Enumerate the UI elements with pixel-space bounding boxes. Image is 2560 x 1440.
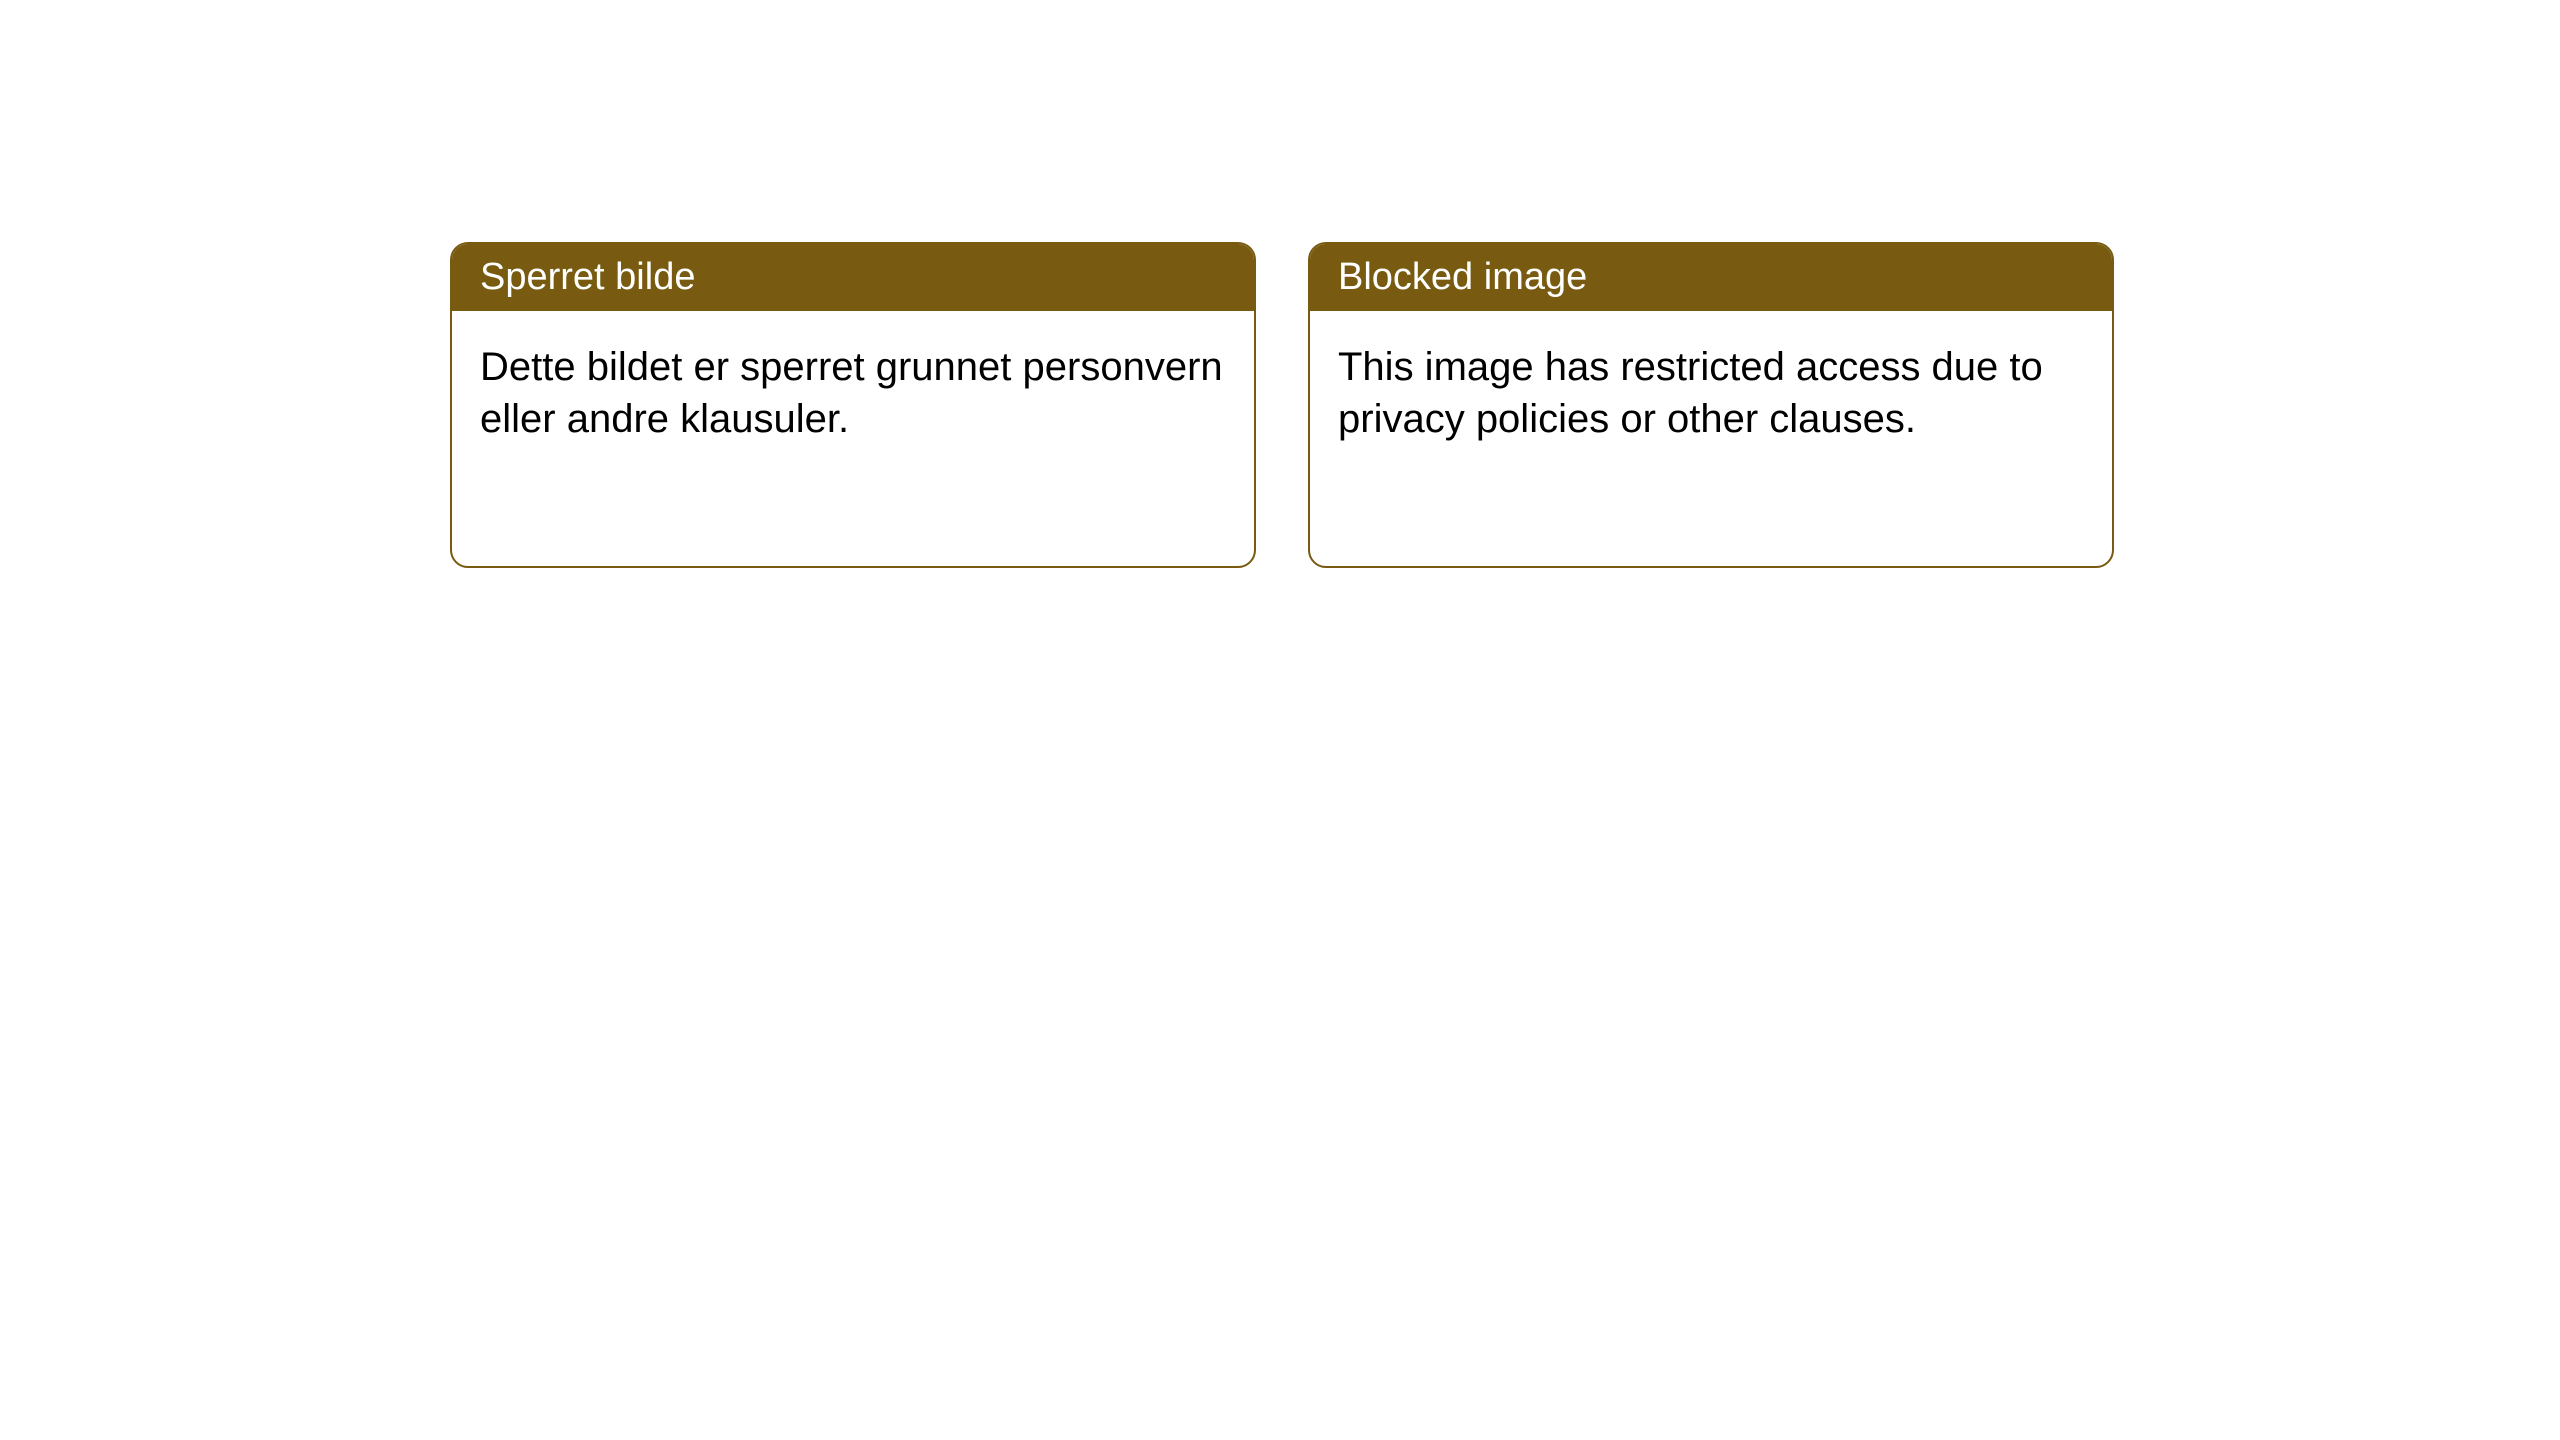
notice-card-english: Blocked image This image has restricted … (1308, 242, 2114, 568)
notice-container: Sperret bilde Dette bildet er sperret gr… (0, 0, 2560, 568)
notice-body-text: Dette bildet er sperret grunnet personve… (480, 345, 1223, 441)
notice-body: Dette bildet er sperret grunnet personve… (452, 311, 1254, 566)
notice-body: This image has restricted access due to … (1310, 311, 2112, 566)
notice-title: Sperret bilde (480, 256, 695, 298)
notice-header: Blocked image (1310, 244, 2112, 311)
notice-card-norwegian: Sperret bilde Dette bildet er sperret gr… (450, 242, 1256, 568)
notice-body-text: This image has restricted access due to … (1338, 345, 2043, 441)
notice-header: Sperret bilde (452, 244, 1254, 311)
notice-title: Blocked image (1338, 256, 1587, 298)
